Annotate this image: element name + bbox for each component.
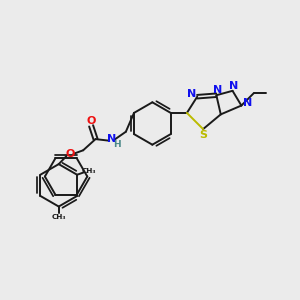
Text: O: O [86, 116, 96, 126]
Text: O: O [65, 149, 75, 159]
Text: S: S [199, 130, 207, 140]
Text: N: N [243, 98, 253, 108]
Text: N: N [107, 134, 116, 144]
Text: N: N [187, 89, 196, 99]
Text: H: H [113, 140, 121, 149]
Text: N: N [230, 80, 238, 91]
Text: CH₃: CH₃ [82, 168, 96, 174]
Text: N: N [213, 85, 222, 95]
Text: CH₃: CH₃ [52, 214, 66, 220]
